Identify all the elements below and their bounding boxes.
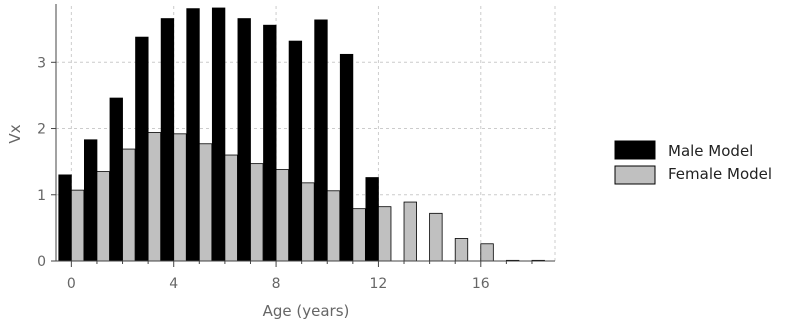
x-tick-label-0: 0 [67, 276, 76, 292]
bar-female-14 [429, 212, 443, 262]
bar-male-10 [314, 19, 328, 262]
bar-male-1 [84, 139, 98, 262]
bar-female-1 [96, 171, 110, 262]
bar-female-10 [326, 190, 341, 262]
bar-male-4 [160, 18, 175, 262]
y-tick-label-1: 1 [37, 188, 46, 204]
bar-female-7 [250, 163, 264, 262]
bar-male-8 [263, 24, 277, 262]
bar-female-13 [403, 201, 417, 262]
x-axis-label: Age (years) [263, 302, 350, 320]
bars [58, 7, 545, 262]
x-tick-label-16: 16 [472, 276, 490, 292]
bar-female-5 [198, 143, 213, 262]
x-tick-label-12: 12 [370, 276, 388, 292]
x-tick-label-4: 4 [169, 276, 178, 292]
y-tick-label-0: 0 [37, 254, 46, 270]
bar-female-0 [70, 189, 85, 262]
y-tick-label-3: 3 [37, 55, 46, 71]
bar-female-2 [122, 148, 136, 262]
legend-label-male-model: Male Model [668, 142, 753, 160]
axes [51, 4, 555, 267]
bar-male-3 [135, 36, 149, 262]
bar-male-11 [339, 53, 354, 262]
bar-female-4 [173, 133, 187, 262]
legend-label-female-model: Female Model [668, 165, 772, 183]
bar-male-7 [237, 18, 251, 262]
legend-swatch-male-model [614, 140, 656, 160]
bar-male-0 [58, 174, 72, 262]
y-tick-label-2: 2 [37, 122, 46, 138]
bar-female-6 [224, 154, 238, 262]
bar-female-9 [301, 182, 315, 262]
bar-female-3 [147, 132, 162, 262]
bar-female-12 [378, 206, 392, 262]
bar-female-11 [352, 208, 366, 262]
bar-female-8 [275, 169, 290, 262]
y-axis-label: Vx [6, 124, 24, 143]
bar-male-9 [288, 40, 303, 262]
bar-male-6 [211, 7, 226, 262]
bar-male-12 [365, 177, 379, 262]
x-tick-label-8: 8 [272, 276, 281, 292]
bar-female-16 [480, 243, 494, 262]
legend: Male Model Female Model [614, 140, 772, 185]
legend-swatch-female-model [614, 165, 656, 185]
bar-male-5 [186, 8, 200, 262]
bar-female-15 [454, 238, 469, 262]
bar-male-2 [109, 97, 123, 262]
